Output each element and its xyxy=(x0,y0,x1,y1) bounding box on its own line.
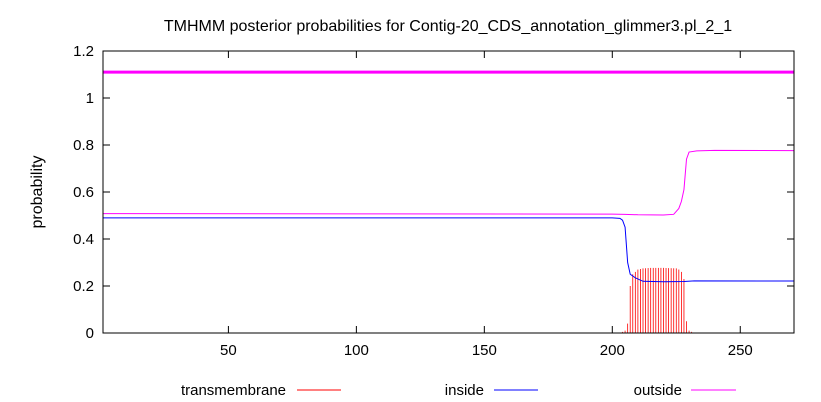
x-tick-label: 150 xyxy=(472,342,497,359)
y-tick-label: 0.6 xyxy=(73,184,94,201)
plot-area xyxy=(102,70,795,333)
y-tick-label: 0.2 xyxy=(73,278,94,295)
legend: transmembrane inside outside xyxy=(181,382,736,399)
x-tick-label: 50 xyxy=(220,342,237,359)
series-inside xyxy=(103,217,795,283)
axes: 0 0.2 0.4 0.6 0.8 1 1.2 50 100 150 200 250 xyxy=(73,43,795,359)
y-tick-label: 1.2 xyxy=(73,43,94,60)
y-tick-label: 1 xyxy=(86,90,94,107)
y-tick-label: 0 xyxy=(86,325,94,342)
inside-line xyxy=(103,217,795,283)
y-tick-label: 0.8 xyxy=(73,137,94,154)
x-tick-label: 200 xyxy=(600,342,625,359)
chart-title: TMHMM posterior probabilities for Contig… xyxy=(164,18,732,35)
legend-item-outside: outside xyxy=(634,382,736,399)
legend-label: transmembrane xyxy=(181,382,286,399)
series-transmembrane xyxy=(622,267,693,333)
x-tick-label: 100 xyxy=(344,342,369,359)
legend-item-inside: inside xyxy=(445,382,538,399)
series-outside xyxy=(102,149,795,216)
x-tick-label: 250 xyxy=(728,342,753,359)
outside-line xyxy=(102,149,795,216)
y-axis-label: probability xyxy=(29,156,46,229)
legend-label: inside xyxy=(445,382,484,399)
legend-label: outside xyxy=(634,382,682,399)
y-tick-label: 0.4 xyxy=(73,231,94,248)
legend-item-transmembrane: transmembrane xyxy=(181,382,341,399)
